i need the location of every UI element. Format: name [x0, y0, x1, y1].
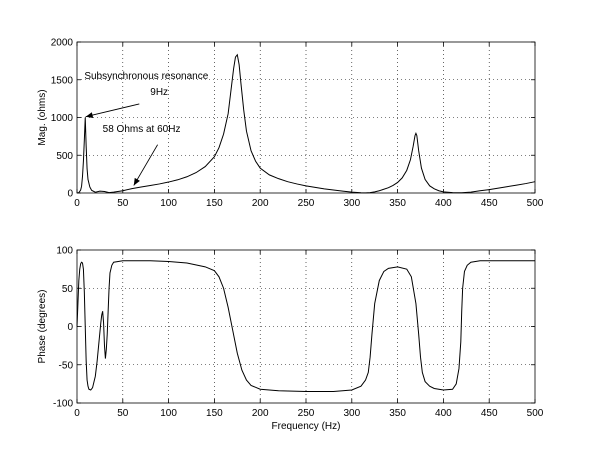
magnitude-xtick-label: 400 [435, 198, 452, 209]
magnitude-xtick-label: 500 [527, 198, 544, 209]
magnitude-xtick-label: 300 [343, 198, 360, 209]
phase-axes: 0 50 100 150 200 250 300 350 400 450 500 -100 -50 0 50… [37, 246, 544, 433]
magnitude-xtick-label: 350 [389, 198, 406, 209]
phase-xtick-label: 300 [343, 408, 360, 419]
magnitude-ticks: 0 50 100 150 200 250 300 350 400 450 500 0 500 1000 15… [51, 38, 544, 210]
phase-ytick-label: 0 [67, 322, 73, 333]
arrowhead-9hz [85, 112, 94, 119]
phase-xtick-label: 150 [206, 408, 223, 419]
phase-ytick-label: 50 [62, 284, 74, 295]
magnitude-curve [76, 53, 536, 194]
magnitude-grid [77, 42, 535, 193]
phase-xtick-label: 350 [389, 408, 406, 419]
magnitude-xtick-label: 450 [481, 198, 498, 209]
phase-xtick-label: 50 [117, 408, 129, 419]
magnitude-xtick-label: 0 [74, 198, 80, 209]
magnitude-axes: 0 50 100 150 200 250 300 350 400 450 500 0 500 1000 15… [37, 38, 544, 210]
magnitude-ytick-label: 2000 [51, 38, 74, 49]
phase-curve-group [76, 260, 535, 393]
magnitude-xtick-label: 150 [206, 198, 223, 209]
phase-ylabel: Phase (degrees) [37, 290, 48, 364]
phase-xtick-label: 400 [435, 408, 452, 419]
phase-ytick-label: -100 [53, 399, 73, 410]
phase-ticks: 0 50 100 150 200 250 300 350 400 450 500 -100 -50 0 50… [53, 246, 544, 420]
phase-xlabel: Frequency (Hz) [272, 421, 341, 432]
magnitude-xtick-label: 250 [298, 198, 315, 209]
annotation-subsynchronous-resonance: Subsynchronous resonance [84, 71, 208, 82]
annotation-9hz: 9Hz [150, 87, 168, 98]
phase-ytick-label: -50 [59, 360, 74, 371]
magnitude-xtick-label: 100 [160, 198, 177, 209]
magnitude-ylabel: Mag. (ohms) [37, 89, 48, 145]
phase-xtick-label: 0 [74, 408, 80, 419]
annotation-arrow-60hz [133, 144, 158, 186]
magnitude-curve-group [76, 53, 536, 194]
arrowhead-60hz [133, 177, 140, 186]
phase-xtick-label: 450 [481, 408, 498, 419]
magnitude-annotations: Subsynchronous resonance 9Hz 58 Ohms at … [84, 71, 209, 186]
phase-xtick-label: 500 [527, 408, 544, 419]
phase-xtick-label: 100 [160, 408, 177, 419]
phase-xtick-label: 250 [298, 408, 315, 419]
magnitude-ytick-label: 1500 [51, 75, 74, 86]
annotation-58-ohms: 58 Ohms at 60Hz [103, 124, 181, 135]
magnitude-ytick-label: 500 [56, 151, 73, 162]
phase-curve [76, 260, 535, 393]
magnitude-xtick-label: 50 [117, 198, 129, 209]
magnitude-ytick-label: 0 [67, 189, 73, 200]
phase-grid [77, 250, 535, 403]
magnitude-ytick-label: 1000 [51, 113, 74, 124]
magnitude-xtick-label: 200 [252, 198, 269, 209]
phase-xtick-label: 200 [252, 408, 269, 419]
phase-ytick-label: 100 [56, 246, 73, 257]
annotation-arrow-9hz [85, 103, 140, 118]
